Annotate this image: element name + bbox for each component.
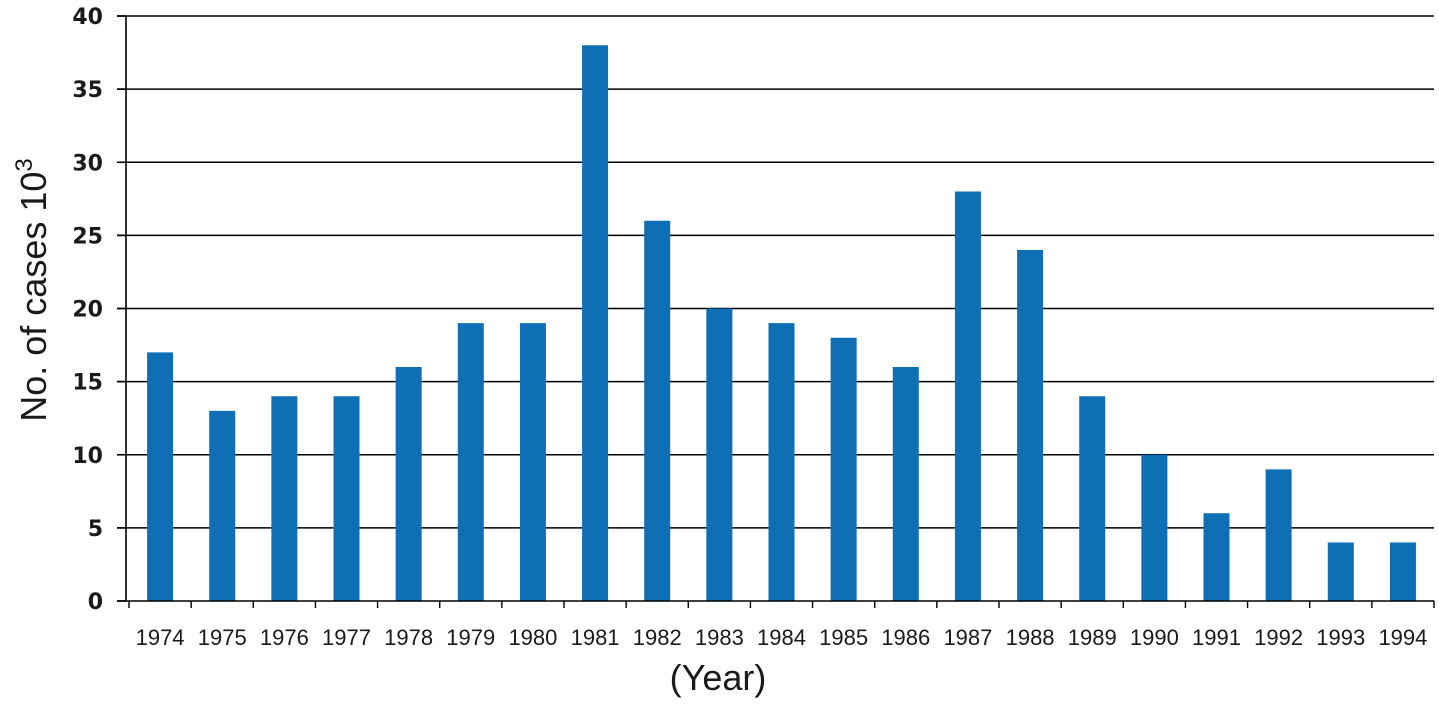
- x-tick-label: 1987: [943, 625, 992, 650]
- x-tick-label: 1990: [1130, 625, 1179, 650]
- y-tick-label: 0: [88, 590, 103, 615]
- bar-1982: [644, 220, 671, 601]
- x-axis-title: (Year): [670, 657, 767, 698]
- y-tick-labels: 0 5 10 15 20 25 30 35 40: [72, 5, 103, 615]
- x-tick-label: 1988: [1006, 625, 1055, 650]
- y-tick-label: 25: [72, 224, 103, 249]
- x-tick-label: 1983: [695, 625, 744, 650]
- x-tick-label: 1986: [881, 625, 930, 650]
- bar-1986: [892, 367, 919, 601]
- x-tick-label: 1978: [384, 625, 433, 650]
- x-tick-label: 1979: [446, 625, 495, 650]
- bar-1977: [333, 396, 360, 601]
- x-tick-label: 1977: [322, 625, 371, 650]
- y-tick-label: 35: [72, 78, 103, 103]
- bar-1994: [1389, 542, 1416, 601]
- bar-1974: [147, 352, 174, 601]
- x-tick-label: 1992: [1254, 625, 1303, 650]
- bar-1983: [706, 308, 733, 601]
- x-tick-label: 1976: [260, 625, 309, 650]
- bar-1989: [1079, 396, 1106, 601]
- x-tick-label: 1994: [1378, 625, 1427, 650]
- y-tick-label: 5: [88, 517, 103, 542]
- bar-1993: [1327, 542, 1354, 601]
- bar-1991: [1203, 513, 1230, 601]
- x-tick-label: 1975: [198, 625, 247, 650]
- bar-1981: [582, 45, 609, 601]
- x-tick-label: 1985: [819, 625, 868, 650]
- x-tick-label: 1981: [571, 625, 620, 650]
- y-axis-title-superscript: 3: [11, 158, 38, 171]
- y-tick-label: 20: [72, 298, 103, 323]
- bar-1985: [830, 337, 857, 601]
- bar-1975: [209, 410, 236, 601]
- y-axis-title: No. of cases 103: [11, 158, 54, 422]
- x-tick-label: 1982: [633, 625, 682, 650]
- bar-1978: [395, 367, 422, 601]
- x-tick-label: 1993: [1316, 625, 1365, 650]
- x-tick-label: 1989: [1068, 625, 1117, 650]
- x-tick-label: 1980: [508, 625, 557, 650]
- bar-1992: [1265, 469, 1292, 601]
- axes: [117, 15, 1435, 608]
- x-tick-labels: 1974 1975 1976 1977 1978 1979 1980 1981 1982 1983…: [136, 625, 1428, 650]
- y-axis-title-text: No. of cases 10: [13, 172, 54, 422]
- y-tick-label: 15: [72, 371, 103, 396]
- x-tick-label: 1984: [757, 625, 806, 650]
- y-tick-label: 40: [72, 5, 103, 30]
- bars: [147, 45, 1416, 601]
- y-tick-label: 10: [72, 444, 103, 469]
- bar-1980: [519, 323, 546, 601]
- bar-1990: [1141, 454, 1168, 601]
- bar-1976: [271, 396, 298, 601]
- bar-1979: [457, 323, 484, 601]
- y-tick-label: 30: [72, 151, 103, 176]
- bar-1984: [768, 323, 795, 601]
- bar-1988: [1017, 250, 1044, 601]
- x-tick-label: 1974: [136, 625, 185, 650]
- x-tick-label: 1991: [1192, 625, 1241, 650]
- bar-1987: [954, 191, 981, 601]
